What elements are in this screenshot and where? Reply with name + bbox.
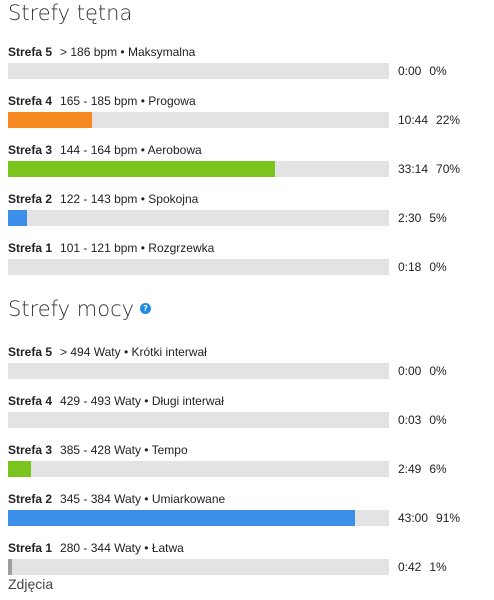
zone-time-value: 2:30: [398, 211, 422, 225]
zone-duration: 0:18 0%: [398, 259, 492, 275]
zone-title: Strefa 3 385 - 428 Waty • Tempo: [8, 443, 188, 457]
heart-rate-zones-heading: Strefy tętna: [8, 3, 132, 24]
zone-range: 280 - 344 Waty • Łatwa: [60, 541, 184, 555]
power-zones-heading: Strefy mocy?: [8, 297, 152, 321]
zone-bar-track: [8, 412, 389, 428]
zone-time-value: 0:03: [398, 413, 422, 427]
zone-percent-value: 22%: [436, 113, 461, 127]
zone-percent-value: 0%: [429, 413, 447, 427]
zone-time-value: 43:00: [398, 511, 429, 525]
zone-name: Strefa 4: [8, 94, 53, 108]
zone-percent-value: 1%: [429, 560, 447, 574]
zone-bar-fill: [8, 461, 31, 477]
zone-range: 345 - 384 Waty • Umiarkowane: [60, 492, 226, 506]
zone-name: Strefa 3: [8, 443, 53, 457]
power-zones-title: Strefy mocy: [8, 297, 135, 321]
zone-name: Strefa 2: [8, 492, 53, 506]
zone-time-value: 0:00: [398, 364, 422, 378]
zone-bar-track: [8, 161, 389, 177]
zone-bar-track: [8, 259, 389, 275]
zone-name: Strefa 2: [8, 192, 53, 206]
zone-name: Strefa 1: [8, 541, 53, 555]
heart-rate-zones-title: Strefy tętna: [8, 1, 133, 25]
zone-name: Strefa 1: [8, 241, 53, 255]
zone-title: Strefa 2 122 - 143 bpm • Spokojna: [8, 192, 198, 206]
zone-time-value: 0:42: [398, 560, 422, 574]
zone-duration: 10:44 22%: [398, 112, 492, 128]
zone-title: Strefa 1 101 - 121 bpm • Rozgrzewka: [8, 241, 214, 255]
zone-title: Strefa 2 345 - 384 Waty • Umiarkowane: [8, 492, 225, 506]
zone-bar-track: [8, 510, 389, 526]
zone-range: 144 - 164 bpm • Aerobowa: [60, 143, 202, 157]
photos-section-label: Zdjęcia: [8, 576, 54, 592]
zone-bar-fill: [8, 510, 355, 526]
zone-bar-track: [8, 63, 389, 79]
zone-range: 122 - 143 bpm • Spokojna: [60, 192, 199, 206]
zone-title: Strefa 3 144 - 164 bpm • Aerobowa: [8, 143, 202, 157]
zone-duration: 0:00 0%: [398, 363, 492, 379]
zone-range: 429 - 493 Waty • Długi interwał: [60, 394, 224, 408]
zone-range: 165 - 185 bpm • Progowa: [60, 94, 196, 108]
zone-name: Strefa 5: [8, 45, 53, 59]
zone-title: Strefa 5 > 494 Waty • Krótki interwał: [8, 345, 207, 359]
zone-duration: 2:49 6%: [398, 461, 492, 477]
zone-percent-value: 0%: [429, 364, 447, 378]
zone-bar-fill: [8, 210, 28, 226]
question-circle-icon[interactable]: ?: [140, 302, 152, 314]
zone-bar-track: [8, 112, 389, 128]
zone-bar-track: [8, 210, 389, 226]
zone-time-value: 10:44: [398, 113, 429, 127]
zone-percent-value: 0%: [429, 64, 447, 78]
zone-range: 101 - 121 bpm • Rozgrzewka: [60, 241, 215, 255]
zone-duration: 43:00 91%: [398, 510, 492, 526]
zone-percent-value: 91%: [436, 511, 461, 525]
zone-range: > 494 Waty • Krótki interwał: [60, 345, 207, 359]
zone-title: Strefa 5 > 186 bpm • Maksymalna: [8, 45, 195, 59]
zone-percent-value: 70%: [436, 162, 461, 176]
zone-range: 385 - 428 Waty • Tempo: [60, 443, 188, 457]
zone-percent-value: 5%: [429, 211, 447, 225]
zone-name: Strefa 4: [8, 394, 53, 408]
zone-bar-track: [8, 461, 389, 477]
zone-title: Strefa 4 165 - 185 bpm • Progowa: [8, 94, 196, 108]
zone-duration: 0:03 0%: [398, 412, 492, 428]
zone-percent-value: 0%: [429, 260, 447, 274]
zone-percent-value: 6%: [429, 462, 447, 476]
zone-duration: 2:30 5%: [398, 210, 492, 226]
zone-duration: 33:14 70%: [398, 161, 492, 177]
zone-name: Strefa 5: [8, 345, 53, 359]
zone-time-value: 33:14: [398, 162, 429, 176]
zone-duration: 0:00 0%: [398, 63, 492, 79]
zone-bar-fill: [8, 559, 12, 575]
zone-range: > 186 bpm • Maksymalna: [60, 45, 196, 59]
zone-time-value: 0:18: [398, 260, 422, 274]
zone-title: Strefa 1 280 - 344 Waty • Łatwa: [8, 541, 184, 555]
zone-title: Strefa 4 429 - 493 Waty • Długi interwał: [8, 394, 224, 408]
zone-bar-fill: [8, 112, 92, 128]
zone-bar-fill: [8, 161, 275, 177]
zone-name: Strefa 3: [8, 143, 53, 157]
zone-time-value: 0:00: [398, 64, 422, 78]
zone-bar-track: [8, 363, 389, 379]
zone-bar-track: [8, 559, 389, 575]
zone-time-value: 2:49: [398, 462, 422, 476]
zone-duration: 0:42 1%: [398, 559, 492, 575]
